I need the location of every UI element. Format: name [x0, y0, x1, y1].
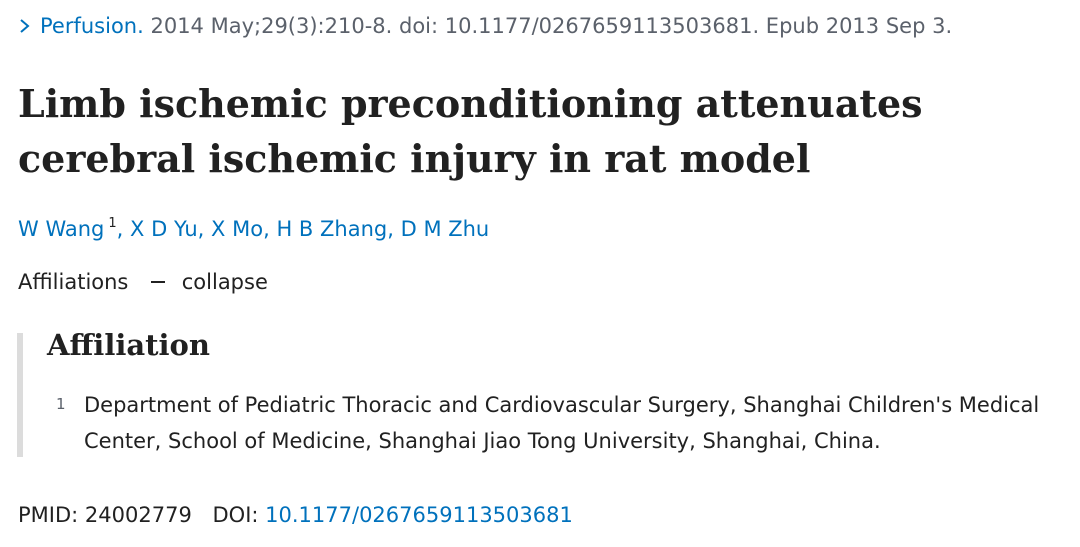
author-link[interactable]: W Wang: [18, 217, 105, 241]
author-link[interactable]: X D Yu: [130, 217, 198, 241]
toggle-label: Affiliations: [18, 270, 129, 294]
author-separator: ,: [116, 217, 124, 241]
affiliations-toggle[interactable]: Affiliations collapse: [18, 270, 268, 294]
affiliation-bar: [17, 333, 23, 457]
citation-details: 2014 May;29(3):210-8. doi: 10.1177/02676…: [150, 14, 953, 38]
author-link[interactable]: H B Zhang: [276, 217, 388, 241]
chevron-icon: [20, 19, 30, 33]
article-title: Limb ischemic preconditioning attenuates…: [18, 81, 923, 181]
affiliation-text: Department of Pediatric Thoracic and Car…: [84, 393, 1040, 453]
affiliation-ref: 1: [108, 216, 117, 231]
author-separator: ,: [263, 217, 270, 241]
author-separator: ,: [197, 217, 205, 241]
doi-link[interactable]: 10.1177/0267659113503681: [265, 503, 573, 527]
author-link[interactable]: X Mo: [211, 217, 264, 241]
toggle-action: collapse: [181, 270, 268, 294]
dash-icon: [151, 281, 166, 283]
pmid: 24002779: [84, 503, 192, 527]
authors: W Wang 1, X D Yu, X Mo, H B Zhang, D M Zh…: [18, 216, 489, 241]
citation: Perfusion. 2014 May;29(3):210-8. doi: 10…: [18, 14, 952, 38]
pmid-label: PMID:: [18, 503, 79, 527]
journal-link[interactable]: Perfusion.: [40, 14, 144, 38]
affiliation-heading: Affiliation: [47, 328, 210, 362]
author-link[interactable]: D M Zhu: [400, 217, 490, 241]
affiliation-number: 1: [56, 395, 66, 413]
doi-label: DOI:: [212, 503, 259, 527]
identifiers: PMID: 24002779 DOI: 10.1177/026765911350…: [18, 503, 573, 527]
author-separator: ,: [387, 217, 394, 241]
